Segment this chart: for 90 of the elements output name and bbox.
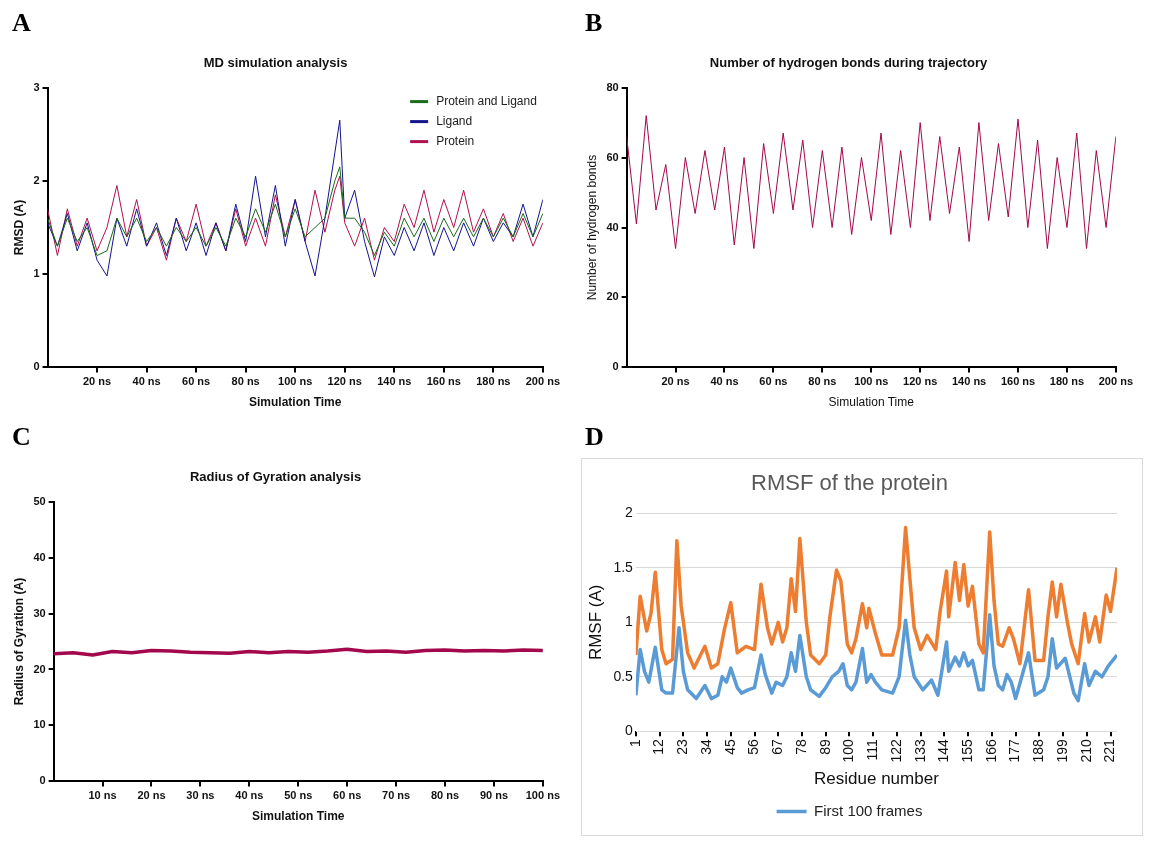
x-tick-label: 40 ns — [710, 375, 739, 388]
x-tick-label: 60 ns — [759, 375, 788, 388]
x-tick-label: 20 ns — [137, 789, 166, 802]
x-tick-label: 80 ns — [231, 375, 260, 388]
x-tick-label: 100 — [840, 739, 857, 763]
x-tick-label: 160 ns — [1000, 375, 1036, 388]
x-tick-label: 100 ns — [278, 375, 313, 388]
y-tick-label: 1 — [33, 267, 40, 280]
x-tick-label: 90 ns — [479, 789, 509, 802]
x-tick-label: 20 ns — [82, 375, 112, 388]
chart-title: MD simulation analysis — [203, 55, 348, 71]
y-axis-title: RMSD (A) — [11, 199, 26, 256]
y-tick-label: 50 — [33, 494, 46, 507]
y-tick-label: 20 — [606, 290, 619, 303]
x-tick-label: 67 — [769, 739, 786, 755]
x-tick-label: 199 — [1053, 739, 1070, 763]
x-tick-label: 120 ns — [903, 375, 938, 388]
x-axis-title: Residue number — [814, 769, 940, 789]
y-tick-label: 0.5 — [613, 667, 634, 684]
x-tick-label: 60 ns — [333, 789, 362, 802]
x-tick-label: 133 — [911, 739, 928, 763]
x-tick-label: 122 — [887, 739, 904, 763]
x-tick-label: 200 ns — [1098, 375, 1133, 388]
chart-title: Number of hydrogen bonds during trajectory — [709, 55, 988, 71]
x-tick-label: 111 — [864, 739, 881, 761]
y-axis-title: Radius of Gyration (A) — [11, 577, 26, 706]
chart-title: RMSF of the protein — [751, 470, 948, 496]
x-tick-label: 23 — [674, 739, 691, 755]
y-axis-title: Number of hydrogen bonds — [584, 154, 599, 301]
text: A — [12, 8, 31, 37]
x-tick-label: 34 — [697, 739, 714, 755]
y-tick-label: 2 — [625, 504, 634, 521]
x-tick-label: 166 — [982, 739, 999, 763]
x-tick-label: 78 — [792, 739, 809, 755]
x-tick-label: 100 ns — [525, 789, 560, 802]
x-tick-label: 50 ns — [284, 789, 313, 802]
x-tick-label: 40 ns — [235, 789, 264, 802]
x-tick-label: 70 ns — [382, 789, 411, 802]
legend-label: Ligand — [436, 113, 473, 128]
text: B — [585, 8, 603, 37]
x-tick-label: 30 ns — [186, 789, 215, 802]
x-tick-label: 12 — [650, 739, 667, 755]
x-tick-label: 160 ns — [426, 375, 461, 388]
y-tick-label: 40 — [33, 550, 46, 563]
x-tick-label: 10 ns — [88, 789, 117, 802]
y-tick-label: 60 — [606, 150, 619, 163]
legend-label: Protein and Ligand — [436, 93, 537, 108]
legend-label: Protein — [436, 133, 475, 148]
y-tick-label: 10 — [33, 718, 46, 731]
y-axis-title: RMSF (A) — [585, 584, 605, 661]
x-tick-label: 40 ns — [132, 375, 161, 388]
x-axis-title: Simulation Time — [248, 395, 342, 410]
y-tick-label: 30 — [33, 606, 46, 619]
x-tick-label: 140 ns — [951, 375, 987, 388]
x-axis-title: Simulation Time — [252, 809, 345, 824]
x-tick-label: 60 ns — [182, 375, 211, 388]
x-tick-label: 210 — [1077, 739, 1094, 763]
x-tick-label: 200 ns — [525, 375, 560, 388]
y-tick-label: 0 — [33, 360, 40, 373]
x-tick-label: 45 — [721, 739, 738, 755]
y-tick-label: 40 — [606, 220, 619, 233]
y-tick-label: 0 — [625, 722, 634, 739]
y-tick-label: 2 — [33, 173, 40, 186]
x-tick-label: 144 — [935, 739, 952, 763]
y-tick-label: 3 — [33, 80, 40, 93]
x-tick-label: 180 ns — [476, 375, 511, 388]
y-tick-label: 80 — [606, 80, 619, 93]
x-tick-label: 180 ns — [1049, 375, 1085, 388]
x-tick-label: 80 ns — [430, 789, 460, 802]
x-tick-label: 100 ns — [854, 375, 889, 388]
x-tick-label: 89 — [816, 739, 833, 755]
y-tick-label: 1 — [625, 613, 634, 630]
x-tick-label: 177 — [1006, 739, 1023, 763]
x-tick-label: 80 ns — [808, 375, 837, 388]
legend-label: First 100 frames — [814, 801, 923, 819]
x-tick-label: 188 — [1030, 739, 1047, 763]
text: C — [12, 422, 31, 451]
x-tick-label: 20 ns — [661, 375, 690, 388]
y-tick-label: 0 — [39, 774, 46, 787]
text: D — [585, 422, 604, 451]
y-tick-label: 1.5 — [613, 558, 634, 575]
chart-title: Radius of Gyration analysis — [189, 469, 362, 485]
y-tick-label: 0 — [612, 360, 619, 373]
x-tick-label: 56 — [745, 739, 762, 755]
x-axis-title: Simulation Time — [828, 395, 915, 410]
x-tick-label: 221 — [1101, 739, 1118, 763]
x-tick-label: 140 ns — [377, 375, 412, 388]
y-tick-label: 20 — [33, 662, 46, 675]
x-tick-label: 155 — [958, 739, 975, 763]
x-tick-label: 120 ns — [327, 375, 362, 388]
